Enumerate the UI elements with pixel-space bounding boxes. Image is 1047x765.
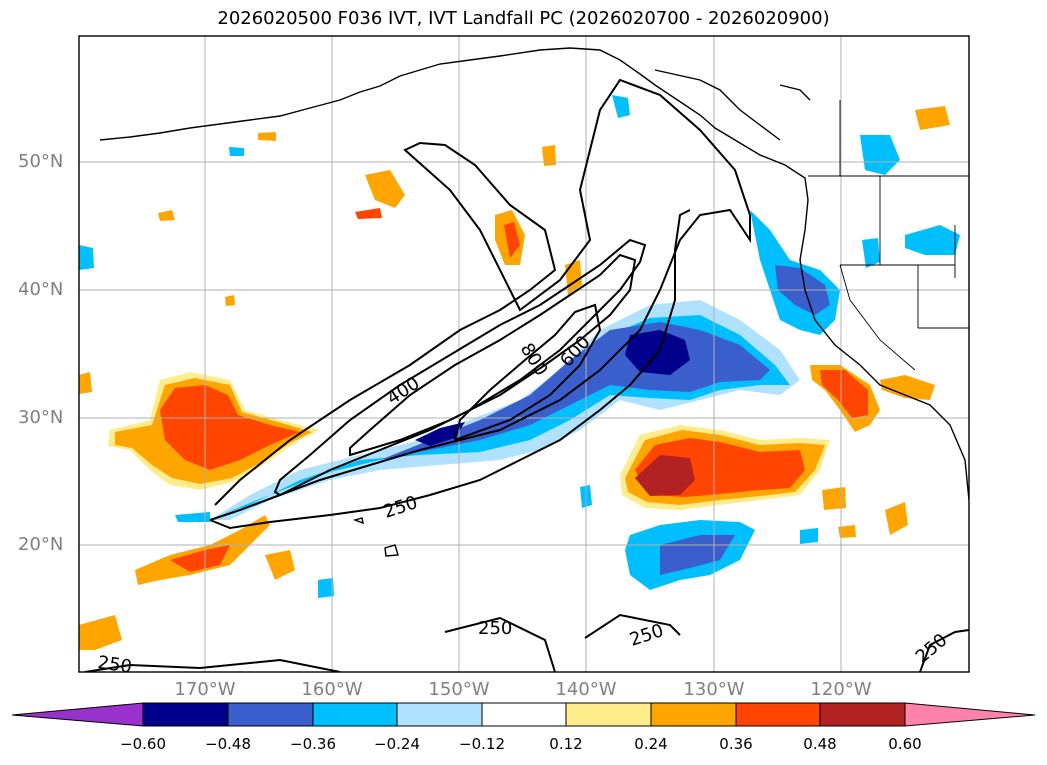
lat-label: 30°N [18,407,64,428]
contour-label: 250 [478,618,512,639]
colorbar-swatch [650,702,737,727]
colorbar-swatch [227,702,314,727]
lat-label: 50°N [18,151,64,172]
colorbar-extend-high [904,702,1036,727]
contour-label: 800 [516,340,552,380]
lon-label: 170°W [174,679,236,700]
colorbar-swatch [819,702,906,727]
lon-label: 150°W [428,679,490,700]
contour-label: 400 [383,373,423,409]
colorbar-tick-label: −0.12 [459,735,505,753]
colorbar-swatch [481,702,567,727]
positive-anomaly-shading [79,106,950,650]
colorbar-tick-label: 0.60 [888,735,922,753]
lon-label: 130°W [683,679,745,700]
map-frame [78,35,970,673]
colorbar [11,702,1036,727]
coastlines [99,47,969,557]
map-title: 2026020500 F036 IVT, IVT Landfall PC (20… [217,8,830,29]
state-borders [808,100,969,371]
colorbar-tick-label: 0.24 [634,735,668,753]
lon-label: 160°W [301,679,363,700]
lat-label: 20°N [18,534,64,555]
contour-label: 250 [381,492,420,523]
lon-label: 140°W [555,679,617,700]
colorbar-swatch [565,702,652,727]
contour-label: 250 [912,630,952,668]
colorbar-extend-low [11,702,144,727]
lon-label: 120°W [810,679,872,700]
contour-label: 250 [627,620,666,651]
colorbar-tick-label: 0.48 [803,735,837,753]
colorbar-tick-label: 0.36 [719,735,753,753]
colorbar-swatch [735,702,821,727]
negative-anomaly-shading [79,95,960,598]
colorbar-tick-label: 0.12 [549,735,583,753]
colorbar-tick-label: −0.48 [205,735,251,753]
ivt-contours [84,78,969,672]
lat-label: 40°N [18,279,64,300]
colorbar-tick-label: −0.24 [374,735,420,753]
colorbar-tick-label: −0.60 [120,735,166,753]
colorbar-swatch [396,702,483,727]
colorbar-swatch [142,702,229,727]
map-field [79,36,969,672]
contour-label: 250 [96,652,133,678]
colorbar-swatch [312,702,398,727]
colorbar-tick-label: −0.36 [290,735,336,753]
